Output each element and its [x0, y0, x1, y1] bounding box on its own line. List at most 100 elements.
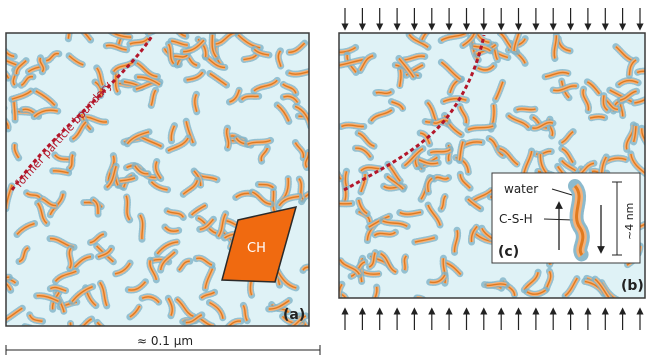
csh-particle-core — [507, 114, 530, 129]
csh-particle-core — [125, 195, 131, 221]
csh-particle-core — [136, 62, 158, 78]
csh-particle-core — [594, 278, 610, 298]
csh-particle-core — [54, 270, 77, 282]
csh-particle-core — [360, 173, 366, 193]
csh-particle-core — [339, 59, 364, 66]
csh-particle-core — [283, 95, 299, 103]
csh-particle-core — [467, 125, 494, 131]
inset-c-frame — [491, 172, 641, 264]
csh-particle-core — [453, 230, 459, 253]
csh-particle-core — [427, 177, 433, 193]
csh-particle-core — [176, 298, 194, 318]
csh-particle-core — [16, 222, 35, 235]
panel-a-frame — [5, 32, 310, 327]
csh-particle-core — [211, 34, 217, 58]
csh-particle-core — [128, 281, 147, 291]
csh-particle-core — [276, 104, 290, 122]
csh-particle-core — [399, 211, 422, 215]
inset-size-label: ~4 nm — [623, 203, 636, 240]
csh-particle-core — [370, 109, 393, 122]
csh-particle-core — [523, 150, 533, 175]
csh-particle-core — [470, 225, 478, 243]
csh-particle-core — [357, 199, 368, 215]
csh-particle-core — [89, 233, 105, 244]
ch-crystal — [221, 205, 298, 283]
inset-water-label: water — [504, 182, 538, 196]
csh-particle-core — [429, 148, 451, 154]
csh-particle-core — [552, 85, 577, 92]
csh-particle-core — [609, 89, 632, 103]
csh-particle-core — [113, 61, 134, 73]
csh-particle-core — [526, 289, 547, 295]
csh-particle-core — [18, 247, 29, 263]
csh-particle-core — [171, 40, 188, 46]
csh-particle-core — [24, 325, 51, 326]
csh-particle-core — [134, 165, 149, 175]
panel-b-frame — [338, 32, 646, 299]
csh-particle-core — [247, 139, 271, 145]
csh-particle-core — [414, 237, 435, 243]
bottom-load-arrows — [341, 307, 644, 330]
csh-particle-core — [241, 95, 259, 101]
csh-particle-core — [355, 147, 372, 158]
csh-particle-core — [194, 93, 198, 112]
csh-particle-core — [339, 283, 343, 298]
csh-particle-core — [539, 154, 547, 174]
csh-particle-core — [357, 132, 375, 147]
csh-particle-core — [278, 195, 300, 207]
csh-particle-core — [97, 247, 113, 258]
csh-particle-core — [137, 76, 161, 86]
csh-particle-core — [68, 55, 84, 66]
csh-particle-core — [167, 43, 175, 65]
csh-particle-core — [217, 213, 227, 237]
csh-particle-core — [166, 210, 184, 218]
csh-particle-core — [368, 215, 390, 228]
csh-particle-core — [11, 90, 32, 100]
panel-a: former particle boundary CH (a) — [5, 32, 310, 327]
csh-particle-core — [429, 274, 446, 284]
csh-particle-core — [268, 299, 290, 310]
csh-particle-core — [35, 90, 56, 106]
csh-particle-core — [149, 260, 158, 281]
csh-particle-core — [209, 72, 227, 86]
csh-particle-core — [486, 283, 507, 287]
csh-particle-core — [561, 160, 577, 172]
csh-particle-core — [251, 191, 272, 205]
csh-particle-core — [561, 147, 574, 164]
csh-particle-core — [440, 195, 447, 210]
panel-a-label: (a) — [283, 307, 305, 323]
csh-particle-core — [191, 204, 207, 216]
csh-particle-core — [105, 44, 127, 51]
csh-particle-core — [28, 314, 43, 322]
csh-particle-core — [459, 106, 468, 124]
csh-particle-core — [150, 181, 168, 191]
csh-particle-core — [26, 192, 41, 199]
panel-b: water C-S-H ~4 nm (c) (b) — [338, 8, 646, 330]
csh-particle-core — [141, 296, 160, 304]
scale-bar-label: ≈ 0.1 µm — [137, 334, 193, 348]
csh-particle-core — [129, 37, 149, 45]
csh-particle-core — [386, 175, 404, 190]
csh-particle-core — [373, 231, 396, 237]
csh-particle-core — [185, 121, 194, 144]
csh-particle-core — [513, 33, 521, 52]
former-particle-boundary-line — [10, 35, 154, 191]
csh-particle-core — [288, 70, 309, 75]
csh-particle-core — [339, 167, 342, 180]
csh-particle-core — [544, 71, 570, 78]
csh-particle-core — [209, 301, 224, 319]
csh-particle-core — [442, 258, 447, 284]
csh-particle-core — [126, 131, 150, 145]
csh-particle-core — [473, 33, 490, 44]
panel-b-csh-particles — [339, 33, 645, 298]
csh-particle-core — [253, 48, 270, 56]
csh-particle-core — [277, 50, 282, 67]
csh-particle-core — [440, 33, 467, 42]
csh-particle-core — [532, 121, 554, 129]
csh-particle-core — [288, 42, 306, 53]
csh-particle-core — [516, 108, 536, 111]
csh-particle-core — [633, 126, 637, 143]
scale-bar: ≈ 0.1 µm — [5, 334, 321, 355]
inset-c-label: (c) — [498, 244, 519, 260]
csh-particle-core — [260, 147, 269, 162]
